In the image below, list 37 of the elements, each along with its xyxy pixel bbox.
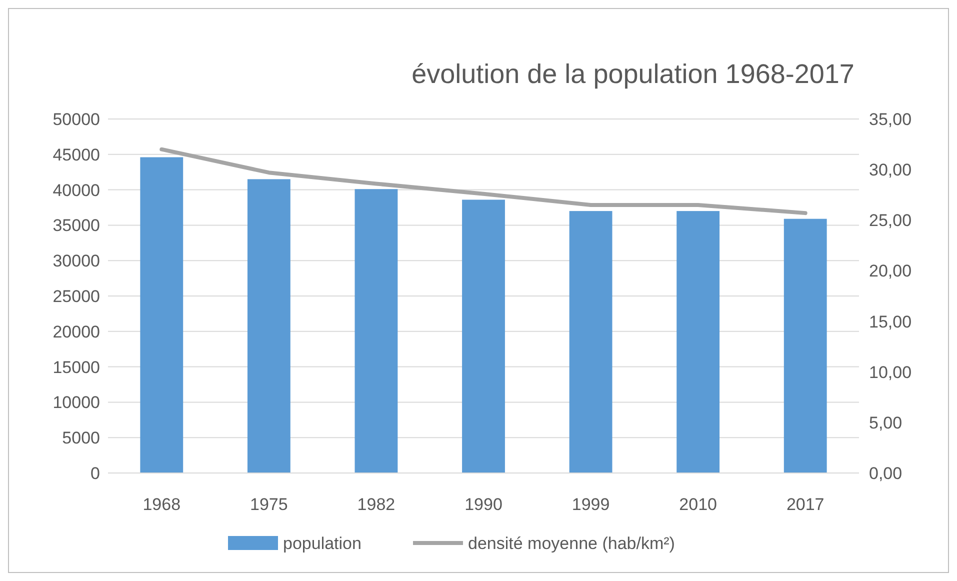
y-tick-label: 5000 — [62, 428, 100, 448]
x-tick-label: 1999 — [572, 495, 610, 514]
y-tick-label: 50000 — [52, 110, 100, 129]
bar — [569, 211, 612, 473]
x-tick-label: 1990 — [464, 495, 502, 514]
y-tick-label: 10000 — [52, 393, 100, 412]
x-tick-label: 2017 — [786, 495, 824, 514]
y2-tick-label: 30,00 — [869, 160, 912, 180]
y-tick-label: 15000 — [52, 358, 100, 377]
y-tick-label: 0 — [90, 464, 100, 483]
y2-tick-label: 10,00 — [869, 362, 912, 382]
legend-label: densité moyenne (hab/km²) — [468, 534, 675, 553]
bar — [354, 189, 398, 473]
y2-tick-label: 25,00 — [869, 211, 912, 230]
y2-tick-label: 5,00 — [869, 413, 902, 432]
y2-tick-label: 15,00 — [869, 312, 912, 332]
x-tick-label: 2010 — [679, 495, 717, 514]
bar — [247, 179, 290, 473]
x-tick-label: 1968 — [142, 495, 181, 514]
y-tick-label: 20000 — [52, 322, 100, 342]
bar — [784, 218, 827, 473]
y-tick-label: 45000 — [52, 145, 100, 164]
y-tick-label: 40000 — [52, 180, 100, 200]
legend-label: population — [283, 534, 362, 553]
y-tick-label: 30000 — [52, 252, 100, 271]
y-tick-label: 25000 — [52, 287, 100, 306]
line-series — [160, 147, 808, 216]
y2-tick-label: 0,00 — [869, 464, 902, 483]
chart-title: évolution de la population 1968-2017 — [412, 59, 854, 89]
x-tick-label: 1982 — [357, 495, 396, 514]
bar — [676, 211, 720, 473]
y2-tick-label: 35,00 — [869, 110, 912, 129]
bar — [140, 157, 184, 473]
x-tick-label: 1975 — [250, 495, 288, 514]
bar — [462, 200, 505, 473]
y2-tick-label: 20,00 — [869, 262, 912, 281]
y-tick-label: 35000 — [52, 216, 100, 236]
